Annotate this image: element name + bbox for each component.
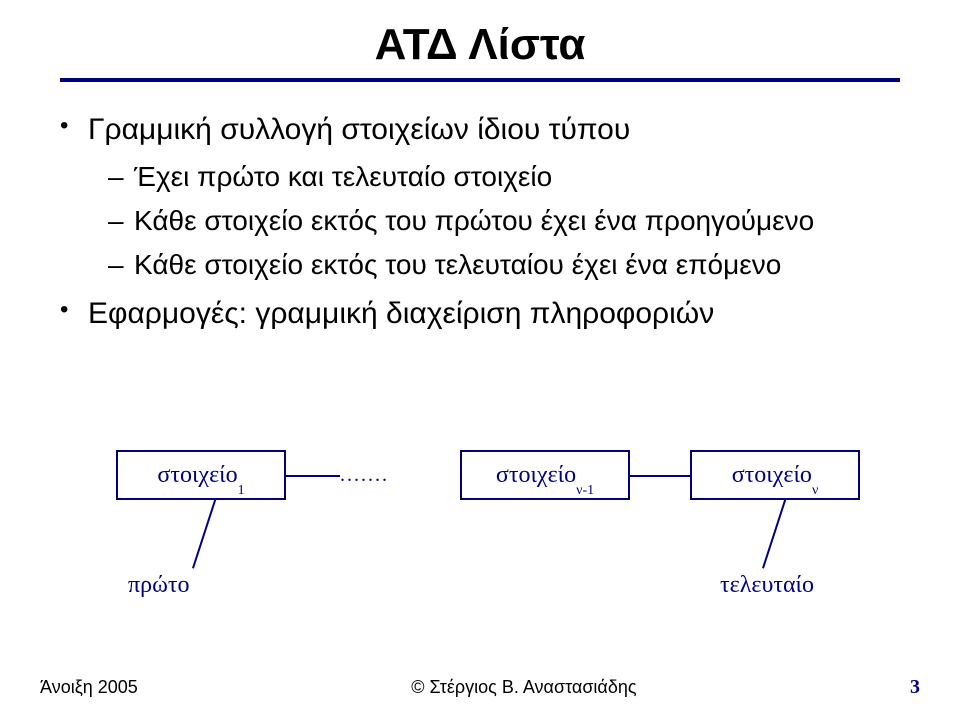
node-first-label: στοιχείο	[157, 462, 237, 488]
node-penultimate-label: στοιχείο	[496, 462, 576, 488]
footer-page-number: 3	[910, 676, 920, 699]
diagram-edge-1	[286, 475, 340, 477]
footer-left: Άνοιξη 2005	[40, 677, 138, 698]
diagram-node-first: στοιχείο1	[116, 450, 286, 500]
slide-title: ΑΤΔ Λίστα	[60, 20, 900, 70]
node-last-sub: ν	[812, 483, 818, 498]
bullet-1-sub-2: Κάθε στοιχείο εκτός του πρώτου έχει ένα …	[108, 203, 900, 239]
pointer-line-last	[762, 500, 786, 569]
pointer-label-last: τελευταίο	[720, 572, 814, 599]
bullet-1-sub-3: Κάθε στοιχείο εκτός του τελευταίου έχει …	[108, 247, 900, 283]
diagram-edge-2	[630, 475, 690, 477]
pointer-line-first	[192, 500, 216, 569]
bullet-1-sub-1: Έχει πρώτο και τελευταίο στοιχείο	[108, 159, 900, 195]
title-underline	[60, 78, 900, 82]
bullet-1-sublist: Έχει πρώτο και τελευταίο στοιχείο Κάθε σ…	[88, 159, 900, 284]
slide-footer: Άνοιξη 2005 © Στέργιος Β. Αναστασιάδης 3	[40, 676, 920, 699]
bullet-list: Γραμμική συλλογή στοιχείων ίδιου τύπου Έ…	[60, 110, 900, 334]
list-diagram: στοιχείο1 ....... στοιχείον-1 στοιχείον …	[0, 450, 960, 620]
diagram-ellipsis: .......	[340, 464, 389, 487]
bullet-1-text: Γραμμική συλλογή στοιχείων ίδιου τύπου	[88, 113, 630, 146]
node-first-sub: 1	[238, 483, 245, 498]
footer-center: © Στέργιος Β. Αναστασιάδης	[411, 677, 636, 698]
node-penultimate-sub: ν-1	[576, 483, 594, 498]
diagram-node-penultimate: στοιχείον-1	[460, 450, 630, 500]
bullet-2: Εφαρμογές: γραμμική διαχείριση πληροφορι…	[60, 294, 900, 335]
bullet-1: Γραμμική συλλογή στοιχείων ίδιου τύπου Έ…	[60, 110, 900, 284]
slide: ΑΤΔ Λίστα Γραμμική συλλογή στοιχείων ίδι…	[0, 0, 960, 717]
pointer-label-first: πρώτο	[128, 572, 190, 599]
diagram-node-last: στοιχείον	[690, 450, 860, 500]
node-last-label: στοιχείο	[732, 462, 812, 488]
